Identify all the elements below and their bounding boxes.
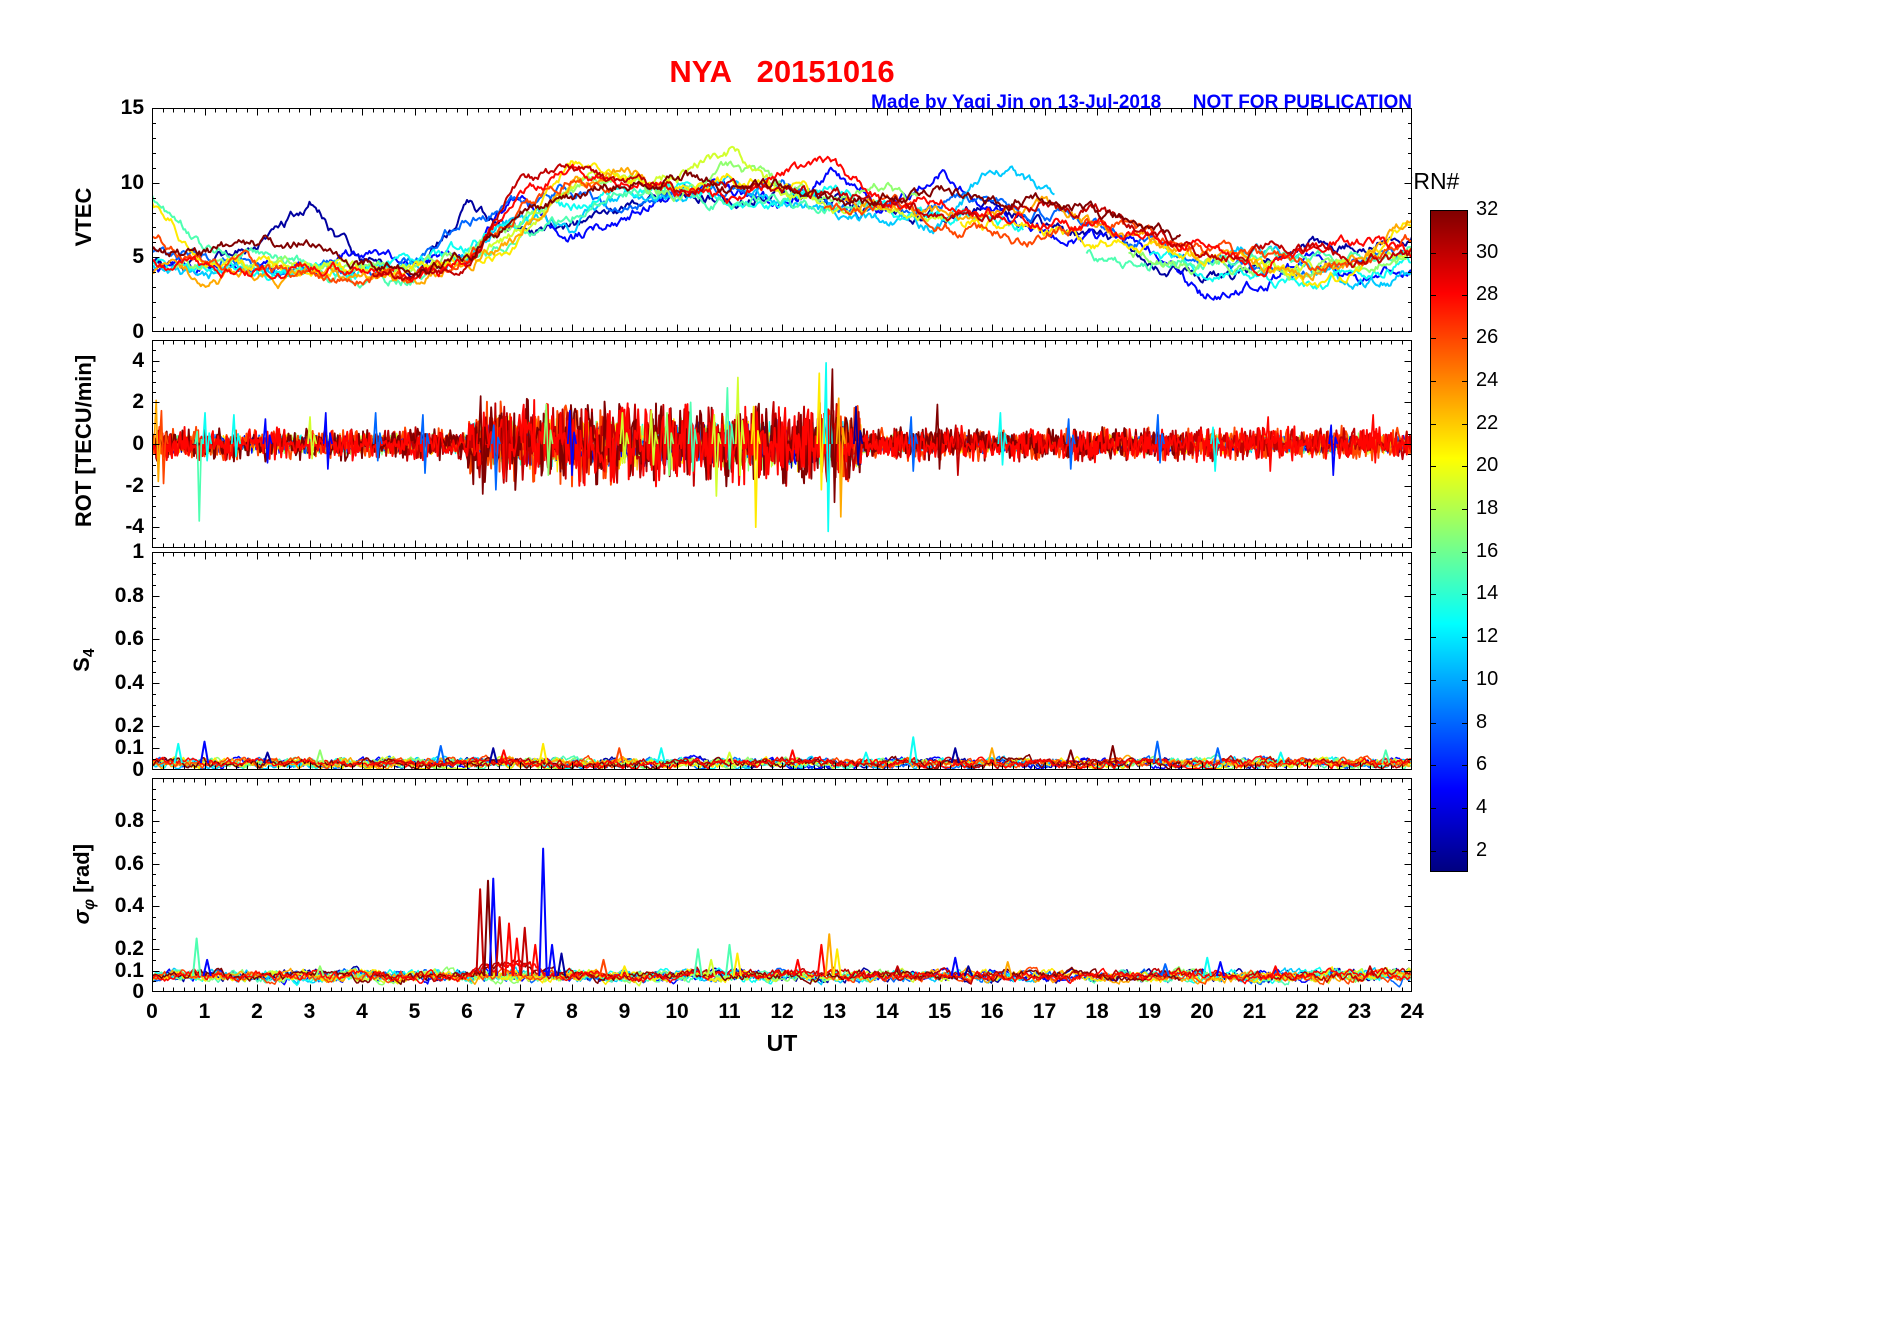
colorbar-tick-label: 2 <box>1476 838 1488 861</box>
y-tick-label: 0.6 <box>114 627 144 651</box>
colorbar-tick-label: 32 <box>1476 198 1499 220</box>
x-tick-label: 8 <box>566 1000 578 1023</box>
x-tick-label: 15 <box>927 1000 952 1023</box>
x-tick-label: 24 <box>1400 1000 1424 1023</box>
x-tick-label: 0 <box>146 1000 158 1023</box>
panel-canvas-VTEC <box>152 108 1412 332</box>
panel-canvas-S4 <box>152 552 1412 770</box>
x-tick-label: 21 <box>1242 1000 1267 1023</box>
x-tick-label: 18 <box>1085 1000 1109 1023</box>
x-tick-label: 14 <box>875 1000 899 1023</box>
ylabel-s4-main: S <box>68 657 94 672</box>
colorbar-tick-label: 8 <box>1476 710 1488 733</box>
colorbar-tick-label: 24 <box>1476 368 1499 391</box>
x-tick-label: 16 <box>980 1000 1004 1023</box>
y-tick-label: 0 <box>132 758 144 781</box>
y-tick-label: 0.8 <box>114 583 144 607</box>
y-tick-label: 4 <box>132 348 144 372</box>
prn-colorbar <box>1430 210 1468 872</box>
x-tick-label: 17 <box>1032 1000 1057 1023</box>
y-tick-label: 2 <box>132 390 144 414</box>
panel-canvas-sigma_phi <box>152 778 1412 992</box>
x-tick-label: 23 <box>1347 1000 1372 1023</box>
x-tick-label: 12 <box>770 1000 794 1023</box>
panel-canvas-ROT <box>152 340 1412 548</box>
x-tick-label: 7 <box>513 1000 526 1023</box>
x-tick-label: 3 <box>303 1000 316 1023</box>
y-tick-label: 5 <box>132 245 144 269</box>
colorbar-tick-label: 16 <box>1476 539 1499 562</box>
x-tick-label: 1 <box>198 1000 211 1023</box>
x-tick-label: 13 <box>822 1000 847 1023</box>
y-tick-label: 0.4 <box>114 670 144 694</box>
x-tick-label: 11 <box>718 1000 741 1023</box>
colorbar-tick-label: 30 <box>1476 240 1499 263</box>
colorbar-tick-label: 12 <box>1476 625 1499 648</box>
y-tick-label: 0 <box>132 320 144 343</box>
x-tick-label: 19 <box>1137 1000 1162 1023</box>
colorbar-tick-label: 18 <box>1476 496 1499 519</box>
y-tick-label: 0.2 <box>114 714 144 738</box>
colorbar-tick-label: 10 <box>1476 667 1499 690</box>
x-tick-label: 22 <box>1295 1000 1319 1023</box>
y-tick-label: -2 <box>125 473 144 497</box>
colorbar-tick-label: 26 <box>1476 326 1499 349</box>
x-tick-label: 9 <box>618 1000 631 1023</box>
x-tick-label: 6 <box>461 1000 473 1023</box>
x-tick-label: 2 <box>251 1000 263 1023</box>
y-tick-label: 1 <box>132 540 144 563</box>
y-tick-label: 0.1 <box>114 736 144 760</box>
y-tick-label: 0.2 <box>114 937 144 961</box>
watermark-note: Made by Yaqi Jin on 13-Jul-2018 NOT FOR … <box>871 92 1412 113</box>
y-tick-label: 15 <box>120 96 144 119</box>
x-tick-label: 4 <box>356 1000 368 1023</box>
colorbar-tick-label: 4 <box>1476 795 1488 818</box>
x-tick-label: 10 <box>665 1000 689 1023</box>
y-tick-label: 0 <box>132 980 144 1003</box>
x-tick-label: 5 <box>408 1000 421 1023</box>
x-tick-label: 20 <box>1190 1000 1214 1023</box>
xlabel-ut: UT <box>766 1030 798 1056</box>
y-tick-label: 0 <box>132 432 144 455</box>
y-tick-label: -4 <box>125 515 144 539</box>
colorbar-tick-label: 14 <box>1476 582 1499 605</box>
y-tick-label: 0.6 <box>114 851 144 875</box>
colorbar-tick-label: 20 <box>1476 454 1499 477</box>
y-tick-label: 0.8 <box>114 808 144 832</box>
colorbar-tick-label: 22 <box>1476 411 1499 434</box>
colorbar-tick-label: 6 <box>1476 753 1488 776</box>
y-tick-label: 0.4 <box>114 894 144 918</box>
y-tick-label: 10 <box>120 170 144 194</box>
colorbar-tick-label: 28 <box>1476 283 1499 306</box>
y-tick-label: 0.1 <box>114 958 144 982</box>
chart-title: NYA 20151016 <box>669 54 895 89</box>
